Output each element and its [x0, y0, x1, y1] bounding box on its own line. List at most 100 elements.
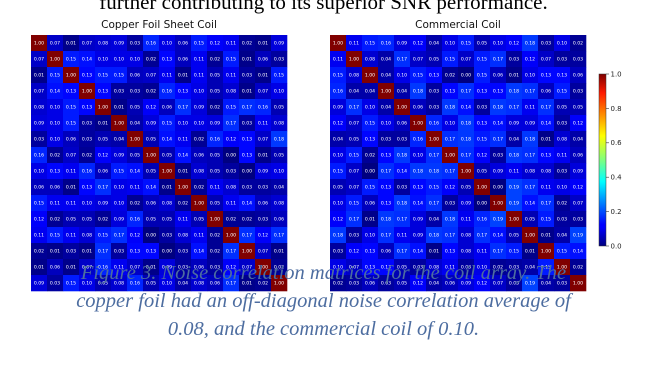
heatmap-cell-label: 1.00	[365, 73, 375, 79]
heatmap-cell-label: 0.04	[541, 281, 551, 287]
heatmap-cell-label: 0.06	[413, 105, 423, 111]
heatmap-cell	[175, 99, 192, 116]
heatmap-cell-label: 0.17	[397, 217, 407, 223]
heatmap-cell	[394, 259, 411, 276]
heatmap-cell-label: 0.18	[525, 41, 535, 47]
heatmap-cell-label: 0.17	[541, 105, 551, 111]
heatmap-cell	[143, 243, 160, 260]
heatmap-cell	[554, 211, 571, 228]
heatmap-cell-label: 0.17	[226, 249, 236, 255]
heatmap-cell-label: 0.14	[413, 201, 423, 207]
heatmap-cell	[95, 259, 112, 276]
heatmap-copper-foil: Copper Foil Sheet Coil 1.00 0.07 0.01 0.07 0.…	[31, 19, 288, 292]
heatmap-cell-label: 0.12	[226, 137, 236, 143]
heatmap-cell-label: 0.01	[242, 89, 252, 95]
heatmap-cell	[31, 115, 48, 132]
heatmap-cell	[239, 243, 256, 260]
heatmap-cell-label: 0.09	[274, 41, 284, 47]
heatmap-cell	[271, 259, 288, 276]
heatmap-cell	[378, 51, 395, 68]
heatmap-cell	[346, 259, 363, 276]
heatmap-cell-label: 0.05	[210, 73, 220, 79]
heatmap-cell	[239, 35, 256, 52]
heatmap-cell	[111, 179, 128, 196]
heatmap-cell	[426, 35, 443, 52]
heatmap-cell	[458, 67, 475, 84]
heatmap-cell	[63, 179, 80, 196]
heatmap-cell-label: 0.03	[445, 201, 455, 207]
heatmap-cell	[330, 243, 347, 260]
heatmap-cell-label: 0.15	[66, 281, 76, 287]
heatmap-cell-label: 0.06	[210, 281, 220, 287]
heatmap-cell-label: 0.11	[477, 249, 487, 255]
heatmap-cell	[175, 67, 192, 84]
heatmap-cell-label: 0.14	[493, 233, 503, 239]
heatmap-cell	[330, 51, 347, 68]
heatmap-cell-label: 0.03	[509, 265, 519, 271]
heatmap-cell	[143, 115, 160, 132]
heatmap-cell-label: 0.16	[381, 41, 391, 47]
heatmap-cell-label: 0.11	[541, 185, 551, 191]
heatmap-cell-label: 0.10	[98, 57, 108, 63]
heatmap-cell-label: 1.00	[493, 201, 503, 207]
heatmap-cell-label: 0.03	[573, 57, 583, 63]
heatmap-cell	[442, 51, 459, 68]
heatmap-cell	[458, 35, 475, 52]
heatmap-cell	[223, 211, 240, 228]
heatmap-cell-label: 0.17	[397, 57, 407, 63]
heatmap-cell-label: 0.04	[178, 281, 188, 287]
heatmap-cell	[31, 259, 48, 276]
heatmap-cell-label: 0.16	[210, 137, 220, 143]
heatmap-cell	[175, 179, 192, 196]
heatmap-cell-label: 0.10	[194, 121, 204, 127]
heatmap-cell-label: 0.06	[258, 201, 268, 207]
heatmap-cell	[474, 35, 491, 52]
heatmap-cell-label: 0.00	[146, 233, 156, 239]
heatmap-cell-label: 0.09	[493, 169, 503, 175]
heatmap-cell-label: 0.13	[178, 89, 188, 95]
heatmap-cell-label: 0.05	[210, 153, 220, 159]
heatmap-cell-label: 0.05	[397, 281, 407, 287]
heatmap-cell-label: 0.19	[525, 281, 535, 287]
heatmap-cell-label: 0.05	[146, 217, 156, 223]
heatmap-cell	[490, 179, 507, 196]
heatmap-cell-label: 0.05	[525, 217, 535, 223]
heatmap-cell-label: 0.11	[525, 105, 535, 111]
heatmap-cell-label: 0.02	[445, 73, 455, 79]
heatmap-cell-label: 0.04	[573, 137, 583, 143]
heatmap-cell-label: 0.04	[429, 217, 439, 223]
colorbar-tick-label: 0.4	[611, 174, 623, 182]
heatmap-cell	[538, 243, 555, 260]
heatmap-cell	[554, 179, 571, 196]
heatmap-cell	[271, 275, 288, 292]
heatmap-cell-label: 0.11	[509, 169, 519, 175]
heatmap-cell	[394, 147, 411, 164]
heatmap-cell-label: 1.00	[66, 73, 76, 79]
heatmap-cell	[63, 227, 80, 244]
heatmap-cell-label: 0.01	[34, 73, 44, 79]
heatmap-cell	[554, 115, 571, 132]
heatmap-cell-label: 0.09	[333, 105, 343, 111]
heatmap-cell-label: 0.18	[509, 89, 519, 95]
heatmap-cell	[362, 131, 379, 148]
heatmap-cell-label: 0.09	[525, 121, 535, 127]
heatmap-cell-label: 0.02	[573, 41, 583, 47]
heatmap-cell	[330, 211, 347, 228]
heatmap-cell	[47, 275, 64, 292]
heatmap-cell	[378, 147, 395, 164]
heatmap-cell	[175, 227, 192, 244]
heatmap-cell	[159, 131, 176, 148]
heatmap-cell	[442, 67, 459, 84]
heatmap-cell	[330, 179, 347, 196]
heatmap-cell-label: 0.18	[461, 137, 471, 143]
heatmap-cell	[127, 179, 144, 196]
heatmap-cell	[362, 83, 379, 100]
heatmap-cell	[143, 147, 160, 164]
heatmap-cell	[330, 83, 347, 100]
heatmap-cell-label: 0.04	[429, 41, 439, 47]
heatmap-cell	[330, 275, 347, 292]
heatmap-cell	[346, 275, 363, 292]
heatmap-cell-label: 0.11	[130, 185, 140, 191]
heatmap-cell	[223, 259, 240, 276]
